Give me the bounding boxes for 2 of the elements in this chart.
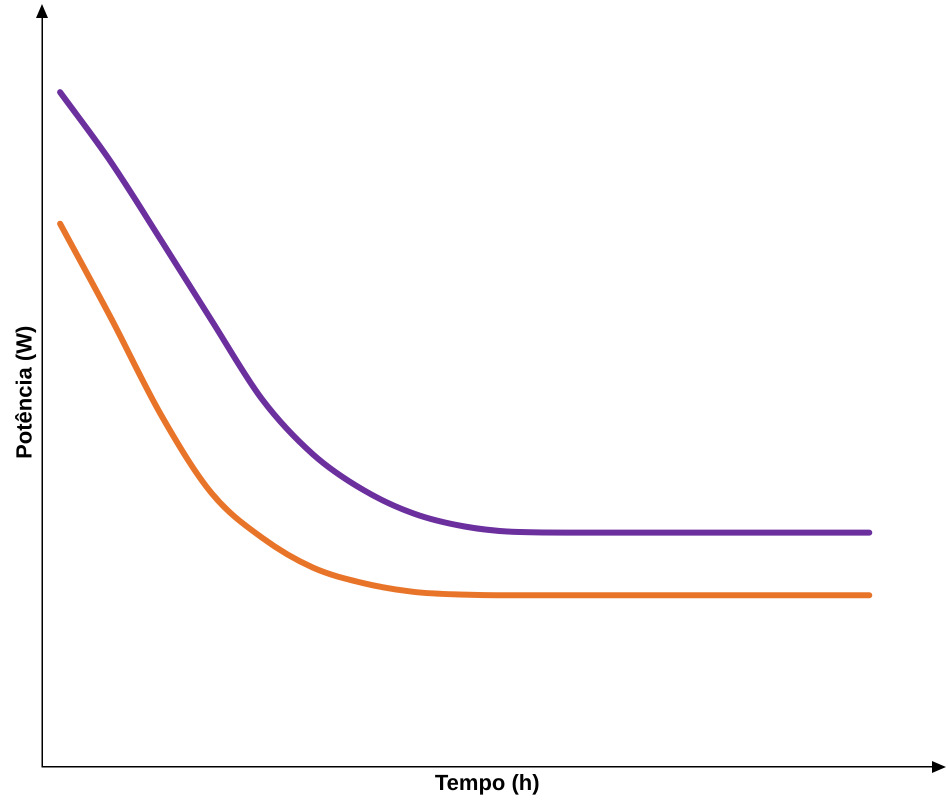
y-axis-title: Potência (W)	[11, 326, 36, 459]
x-axis-title: Tempo (h)	[434, 770, 540, 795]
